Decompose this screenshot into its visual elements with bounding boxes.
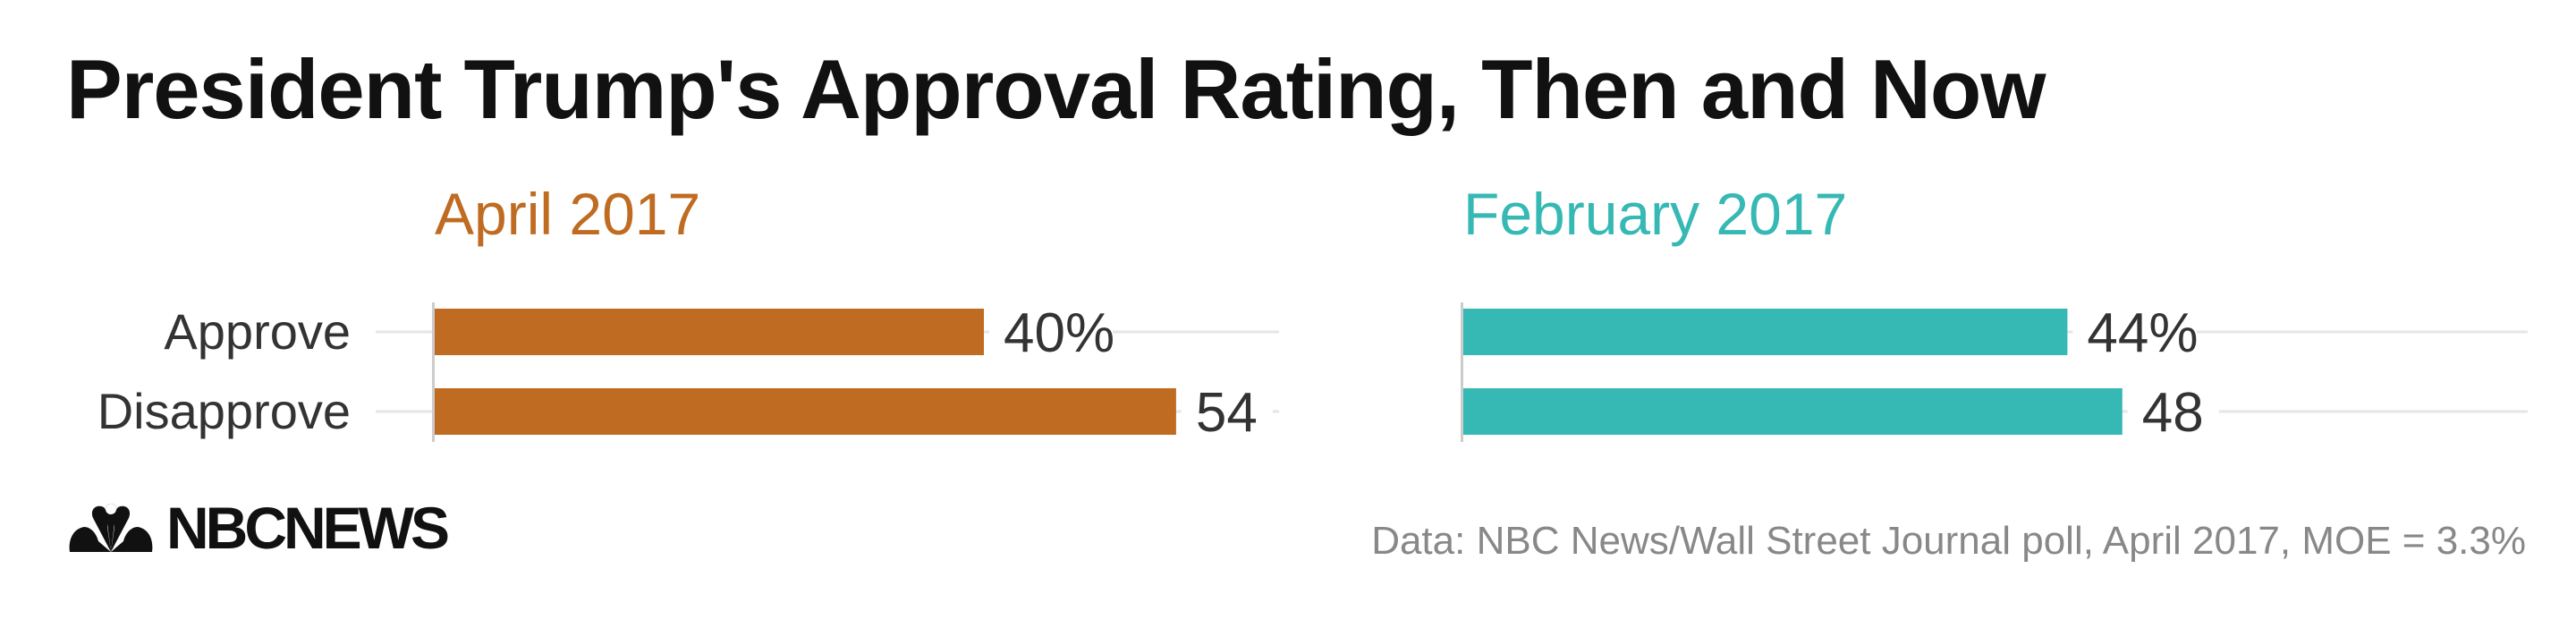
peacock-icon [69,504,153,552]
category-label-disapprove: Disapprove [97,383,351,439]
data-label-april-2017-disapprove: 54 [1196,382,1258,444]
nbc-news-logo: NBCNEWS [66,495,450,561]
data-label-bg-february-2017-approve [2072,301,2197,362]
data-label-february-2017-approve: 44% [2087,302,2198,364]
panel-title-april-2017: April 2017 [435,181,700,247]
bar-february-2017-approve [1463,309,2068,355]
data-label-february-2017-disapprove: 48 [2142,382,2204,444]
panel-title-february-2017: February 2017 [1463,181,1847,247]
chart-title: President Trump's Approval Rating, Then … [66,42,2046,136]
category-label-approve: Approve [164,303,351,360]
data-label-bg-april-2017-disapprove [1181,381,1273,442]
logo-wordmark: NBCNEWS [166,495,450,561]
data-label-bg-february-2017-disapprove [2127,381,2219,442]
bar-april-2017-disapprove [435,388,1176,435]
bar-february-2017-disapprove [1463,388,2123,435]
bar-april-2017-approve [435,309,984,355]
data-label-bg-april-2017-approve [989,301,1113,362]
source-note: Data: NBC News/Wall Street Journal poll,… [1371,519,2526,563]
data-label-april-2017-approve: 40% [1004,302,1114,364]
